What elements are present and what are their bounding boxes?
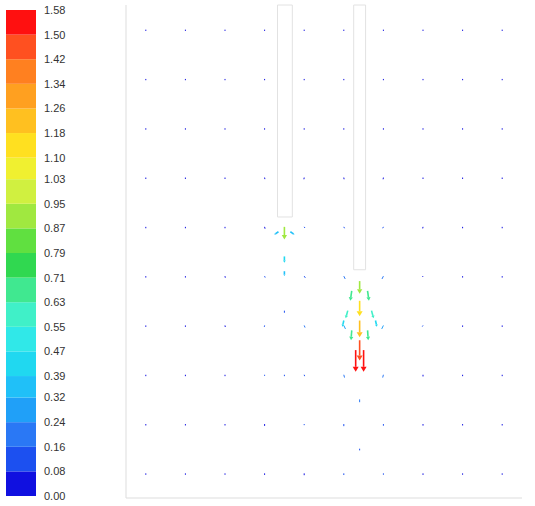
- svg-text:0.32: 0.32: [44, 391, 65, 403]
- svg-text:1.42: 1.42: [44, 53, 65, 65]
- svg-text:0.24: 0.24: [44, 416, 65, 428]
- svg-text:1.58: 1.58: [44, 4, 65, 16]
- svg-text:1.03: 1.03: [44, 173, 65, 185]
- svg-text:0.47: 0.47: [44, 345, 65, 357]
- svg-text:0.16: 0.16: [44, 441, 65, 453]
- svg-text:0.87: 0.87: [44, 222, 65, 234]
- svg-text:1.34: 1.34: [44, 78, 65, 90]
- svg-text:1.26: 1.26: [44, 102, 65, 114]
- svg-text:0.55: 0.55: [44, 321, 65, 333]
- svg-text:0.08: 0.08: [44, 465, 65, 477]
- svg-text:0.95: 0.95: [44, 198, 65, 210]
- svg-text:0.79: 0.79: [44, 247, 65, 259]
- svg-text:1.50: 1.50: [44, 29, 65, 41]
- svg-text:0.39: 0.39: [44, 370, 65, 382]
- svg-text:1.18: 1.18: [44, 127, 65, 139]
- svg-text:0.63: 0.63: [44, 296, 65, 308]
- svg-text:1.10: 1.10: [44, 152, 65, 164]
- svg-text:0.00: 0.00: [44, 490, 65, 502]
- svg-text:0.71: 0.71: [44, 272, 65, 284]
